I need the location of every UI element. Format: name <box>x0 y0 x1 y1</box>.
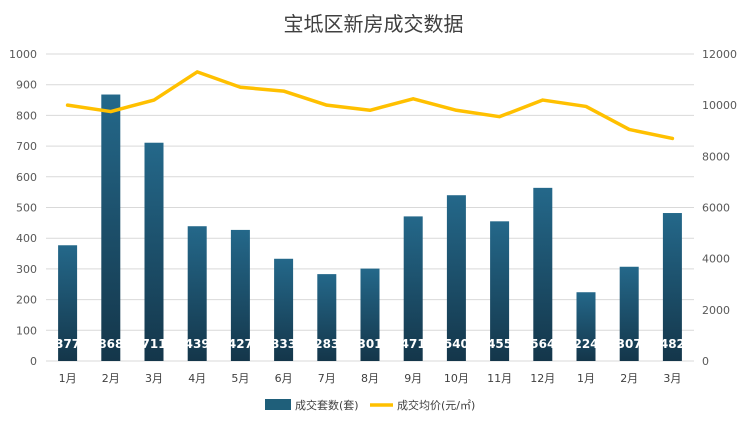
bar-data-label: 455 <box>487 337 512 351</box>
x-tick-label: 10月 <box>444 372 469 385</box>
y-left-tick-label: 1000 <box>9 48 37 61</box>
bar <box>274 258 294 361</box>
y-left-tick-label: 700 <box>16 140 37 153</box>
y-right-tick-label: 2000 <box>702 304 730 317</box>
price-point <box>541 98 545 102</box>
y-left-tick-label: 100 <box>16 324 37 337</box>
price-point <box>66 103 70 107</box>
x-tick-label: 3月 <box>145 372 163 385</box>
bar-data-label: 471 <box>401 337 426 351</box>
y-left-tick-label: 800 <box>16 109 37 122</box>
y-right-tick-label: 6000 <box>702 202 730 215</box>
bar-data-label: 439 <box>185 337 210 351</box>
price-point <box>238 85 242 89</box>
legend-bar-label: 成交套数(套) <box>295 398 359 412</box>
price-point <box>627 127 631 131</box>
chart-title: 宝坻区新房成交数据 <box>283 12 464 36</box>
x-tick-label: 11月 <box>487 372 512 385</box>
y-right-tick-label: 0 <box>702 355 709 368</box>
price-point <box>411 97 415 101</box>
price-point <box>498 115 502 119</box>
y-left-tick-label: 600 <box>16 171 37 184</box>
price-point <box>368 108 372 112</box>
bar <box>446 195 466 361</box>
bar <box>662 213 682 361</box>
price-point <box>325 103 329 107</box>
bar-data-label: 283 <box>314 337 339 351</box>
bar <box>101 94 121 362</box>
price-line <box>65 70 675 141</box>
bar <box>533 187 553 361</box>
y-right-tick-label: 12000 <box>702 48 737 61</box>
y-left-tick-label: 300 <box>16 263 37 276</box>
y-right-tick-label: 4000 <box>702 253 730 266</box>
bar-data-label: 301 <box>357 337 382 351</box>
bar <box>58 245 78 361</box>
bar-data-label: 711 <box>141 337 166 351</box>
y-left-tick-label: 0 <box>30 355 37 368</box>
bar <box>576 292 596 361</box>
y-left-tick-label: 200 <box>16 294 37 307</box>
bar <box>230 229 250 361</box>
legend-line-label: 成交均价(元/㎡) <box>397 398 475 412</box>
bar <box>360 268 380 361</box>
y-right-tick-label: 10000 <box>702 99 737 112</box>
bar-data-label: 224 <box>573 337 598 351</box>
x-tick-label: 7月 <box>318 372 336 385</box>
price-point <box>152 98 156 102</box>
y-left-tick-label: 400 <box>16 232 37 245</box>
price-point <box>195 70 199 74</box>
x-tick-label: 12月 <box>530 372 555 385</box>
x-tick-label: 4月 <box>188 372 206 385</box>
price-point <box>454 108 458 112</box>
y-right-tick-label: 8000 <box>702 150 730 163</box>
x-tick-label: 2月 <box>102 372 120 385</box>
bar-data-label: 377 <box>55 337 80 351</box>
price-point <box>282 89 286 93</box>
x-tick-label: 9月 <box>404 372 422 385</box>
x-tick-label: 3月 <box>663 372 681 385</box>
y-left-tick-label: 500 <box>16 202 37 215</box>
price-point <box>670 136 674 140</box>
x-tick-label: 1月 <box>59 372 77 385</box>
bar-data-label: 540 <box>444 337 469 351</box>
bar <box>403 216 423 361</box>
bar <box>619 266 639 361</box>
bar <box>187 226 207 361</box>
price-point <box>109 110 113 114</box>
bar-data-label: 333 <box>271 337 296 351</box>
y-left-tick-label: 900 <box>16 79 37 92</box>
x-tick-label: 5月 <box>231 372 249 385</box>
x-tick-label: 6月 <box>275 372 293 385</box>
x-tick-label: 8月 <box>361 372 379 385</box>
bar <box>490 221 510 361</box>
bar-data-label: 427 <box>228 337 253 351</box>
x-tick-label: 2月 <box>620 372 638 385</box>
bar-data-label: 307 <box>617 337 642 351</box>
price-point <box>584 104 588 108</box>
bar-data-label: 868 <box>98 337 123 351</box>
legend-bar-swatch <box>265 399 291 410</box>
x-tick-label: 1月 <box>577 372 595 385</box>
bar <box>144 142 164 361</box>
bar-data-label: 482 <box>660 337 685 351</box>
bar-data-label: 564 <box>530 337 555 351</box>
bar <box>317 274 337 361</box>
